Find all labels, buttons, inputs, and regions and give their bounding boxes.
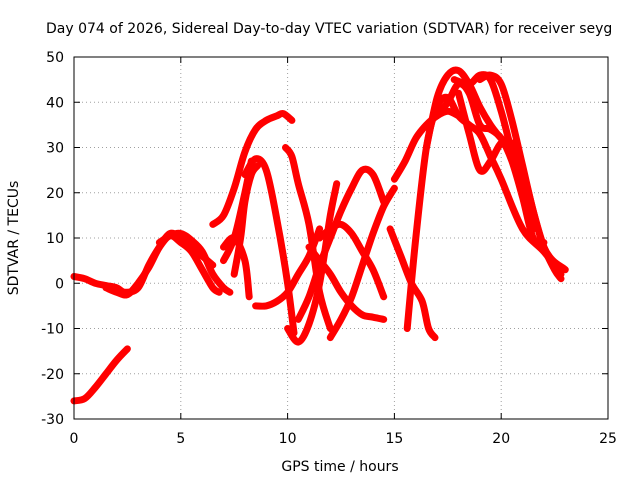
series-trace-17 [386,225,439,342]
series-trace-2 [70,345,131,405]
plot-series [70,66,569,405]
series-trace-14 [305,243,388,323]
y-tick-label: 50 [46,50,64,66]
y-tick-label: 40 [46,95,64,111]
y-axis: -30 -20 -10 0 10 20 30 40 50 [41,50,608,428]
x-tick-label: 10 [279,431,297,447]
series-trace-23 [455,89,516,175]
series-trace-18 [390,107,462,183]
series-trace-5 [209,109,296,228]
y-tick-label: 10 [46,231,64,247]
x-axis: 0 5 10 15 20 25 [70,57,617,447]
x-tick-label: 5 [176,431,185,447]
x-tick-label: 15 [385,431,403,447]
series-trace-12 [284,180,341,346]
series-trace-10 [252,225,324,310]
x-tick-label: 0 [70,431,79,447]
series-trace-22 [450,71,537,233]
x-tick-label: 20 [492,431,510,447]
y-tick-label: -30 [41,412,64,428]
y-tick-label: -10 [41,322,64,338]
series-trace-24 [476,71,565,283]
x-tick-label: 25 [599,431,617,447]
series-trace-15 [316,220,388,301]
chart-title: Day 074 of 2026, Sidereal Day-to-day VTE… [46,21,612,37]
y-axis-label: SDTVAR / TECUs [6,181,22,296]
y-tick-label: 30 [46,141,64,157]
x-axis-label: GPS time / hours [281,459,398,475]
y-tick-label: -20 [41,367,64,383]
y-tick-label: 20 [46,186,64,202]
series-trace-16 [326,184,398,342]
y-tick-label: 0 [55,276,64,292]
series-trace-3 [102,229,217,299]
series-trace-13 [294,165,388,323]
series-trace-4 [155,229,234,296]
series-trace-9 [220,234,253,301]
